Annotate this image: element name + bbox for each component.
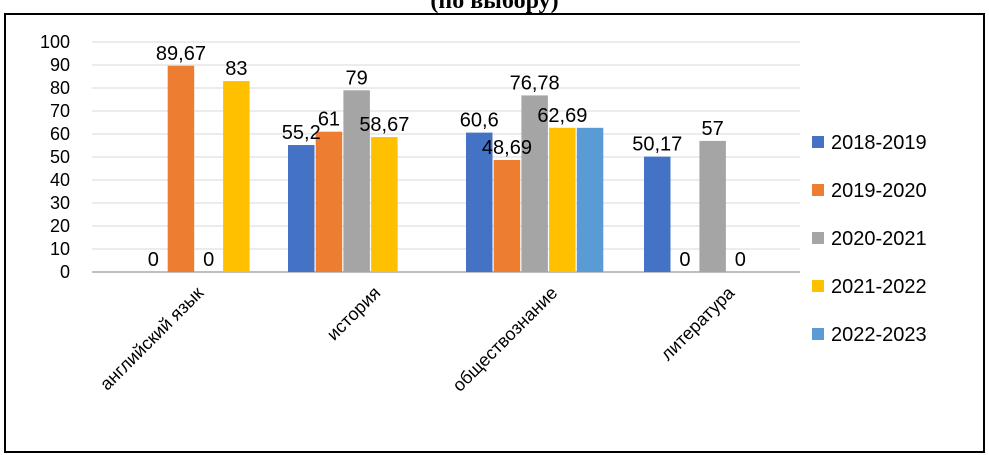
bar-2020-2021-2 <box>521 95 548 272</box>
y-tick-label: 90 <box>50 55 70 75</box>
data-label: 58,67 <box>359 114 409 136</box>
data-label: 79 <box>346 67 368 89</box>
legend: 2018-2019 2019-2020 2020-2021 2021-2022 2022… <box>812 132 927 346</box>
bar-2021-2022-0 <box>223 81 250 272</box>
data-label: 50,17 <box>632 134 682 156</box>
data-label: 60,6 <box>460 110 499 132</box>
data-label: 0 <box>679 249 690 271</box>
category-label: обществознание <box>449 283 562 396</box>
data-labels: 0 89,67 0 83 55,261 79 58,67 60,6 48,69 76,78 62,6… <box>148 43 746 271</box>
chart-title: (по выбору) <box>430 0 559 14</box>
category-label: английский язык <box>96 283 207 394</box>
y-tick-label: 10 <box>50 239 70 259</box>
legend-swatch <box>812 280 824 292</box>
data-label: 48,69 <box>482 137 532 159</box>
x-axis-categories: английский язык история обществознание лите… <box>96 282 739 396</box>
y-tick-label: 80 <box>50 78 70 98</box>
data-label: 62,69 <box>537 105 587 127</box>
y-axis-ticks: 0 10 20 30 40 50 60 70 80 90 100 <box>40 32 70 282</box>
legend-swatch <box>812 232 824 244</box>
data-label: 0 <box>203 249 214 271</box>
y-tick-label: 40 <box>50 170 70 190</box>
legend-entry: 2021-2022 <box>831 276 927 298</box>
y-tick-label: 20 <box>50 216 70 236</box>
data-label: 0 <box>148 249 159 271</box>
category-label: история <box>323 283 384 344</box>
bar-2021-2022-2 <box>549 127 576 272</box>
data-label: 61 <box>318 109 340 131</box>
bar-2019-2020-2 <box>493 160 521 272</box>
bar-2020-2021-3 <box>699 140 726 272</box>
gridlines <box>92 41 800 273</box>
y-tick-label: 0 <box>60 262 70 282</box>
data-label: 55,2 <box>282 122 321 144</box>
y-tick-label: 70 <box>50 101 70 121</box>
data-label: 57 <box>702 118 724 140</box>
category-label: литература <box>657 282 739 364</box>
legend-entry: 2022-2023 <box>831 324 927 346</box>
bar-2022-2023-2 <box>576 127 604 272</box>
legend-entry: 2020-2021 <box>831 228 927 250</box>
bar-2021-2022-1 <box>371 137 398 272</box>
y-tick-label: 50 <box>50 147 70 167</box>
bar-2018-2019-3 <box>644 156 671 272</box>
data-label: 76,78 <box>510 72 560 94</box>
y-tick-label: 30 <box>50 193 70 213</box>
legend-entry: 2018-2019 <box>831 132 927 154</box>
legend-swatch <box>812 328 824 340</box>
data-label: 83 <box>225 58 247 80</box>
bar-2019-2020-0 <box>167 65 195 272</box>
y-tick-label: 100 <box>40 32 70 52</box>
bars <box>167 65 726 272</box>
y-tick-label: 60 <box>50 124 70 144</box>
bar-2020-2021-1 <box>343 90 370 272</box>
bar-2018-2019-1 <box>288 145 315 272</box>
bar-2019-2020-1 <box>315 131 343 272</box>
data-label: 0 <box>735 249 746 271</box>
chart-frame <box>4 13 985 453</box>
legend-swatch <box>812 184 824 196</box>
legend-entry: 2019-2020 <box>831 180 927 202</box>
bar-2018-2019-2 <box>466 132 493 272</box>
legend-swatch <box>812 136 824 148</box>
data-label: 89,67 <box>156 43 206 65</box>
